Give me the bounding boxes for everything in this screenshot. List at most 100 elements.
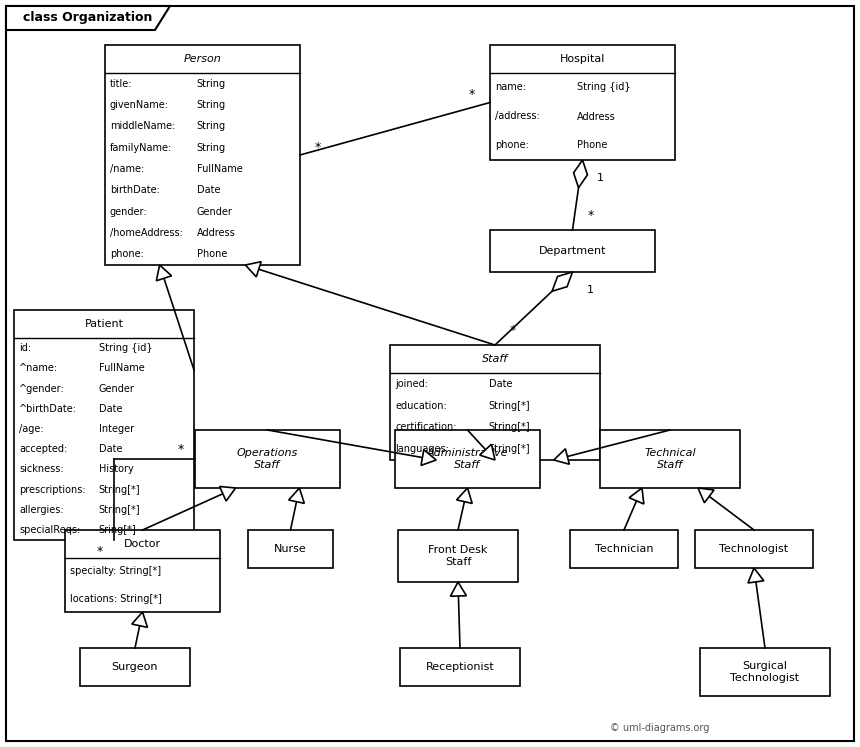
Text: ^name:: ^name: xyxy=(19,363,58,374)
Text: Staff: Staff xyxy=(482,354,508,364)
Text: Address: Address xyxy=(197,228,236,238)
Text: joined:: joined: xyxy=(395,379,428,389)
Text: String[*]: String[*] xyxy=(488,422,531,433)
Bar xyxy=(80,648,190,686)
Text: Surgeon: Surgeon xyxy=(112,662,158,672)
Text: Surgical
Technologist: Surgical Technologist xyxy=(730,661,800,684)
Text: Gender: Gender xyxy=(197,207,232,217)
Polygon shape xyxy=(289,488,304,503)
Text: ^gender:: ^gender: xyxy=(19,383,64,394)
Polygon shape xyxy=(480,444,495,460)
Polygon shape xyxy=(132,612,147,627)
Text: languages:: languages: xyxy=(395,444,449,454)
Bar xyxy=(14,310,194,540)
Text: *: * xyxy=(469,88,475,101)
Polygon shape xyxy=(421,450,436,465)
Text: Date: Date xyxy=(488,379,513,389)
Text: Integer: Integer xyxy=(99,424,133,434)
Text: Administrative
Staff: Administrative Staff xyxy=(427,447,508,470)
Polygon shape xyxy=(552,272,573,291)
Polygon shape xyxy=(6,6,170,30)
Text: 1: 1 xyxy=(587,285,594,295)
Text: FullName: FullName xyxy=(197,164,243,174)
Text: /homeAddress:: /homeAddress: xyxy=(110,228,183,238)
Text: Technologist: Technologist xyxy=(720,544,789,554)
Polygon shape xyxy=(574,160,587,187)
Text: ^birthDate:: ^birthDate: xyxy=(19,403,77,414)
Text: String: String xyxy=(197,100,226,110)
Text: title:: title: xyxy=(110,78,132,89)
Text: *: * xyxy=(510,324,516,338)
Text: Person: Person xyxy=(184,54,221,64)
Text: String: String xyxy=(197,78,226,89)
Bar xyxy=(490,230,655,272)
Text: Address: Address xyxy=(577,111,616,122)
Text: middleName:: middleName: xyxy=(110,121,175,131)
Bar xyxy=(490,45,675,160)
Text: *: * xyxy=(97,545,103,559)
Text: certification:: certification: xyxy=(395,422,457,433)
Text: class Organization: class Organization xyxy=(23,11,153,25)
Text: History: History xyxy=(99,465,133,474)
Bar xyxy=(390,345,600,460)
Text: Front Desk
Staff: Front Desk Staff xyxy=(428,545,488,567)
Text: String {id}: String {id} xyxy=(99,343,152,353)
Bar xyxy=(395,430,540,488)
Text: String[*]: String[*] xyxy=(99,485,140,495)
Text: Operations
Staff: Operations Staff xyxy=(237,447,298,470)
Text: specialty: String[*]: specialty: String[*] xyxy=(70,566,161,577)
Text: Sring[*]: Sring[*] xyxy=(99,525,137,535)
Text: Gender: Gender xyxy=(99,383,134,394)
Text: accepted:: accepted: xyxy=(19,444,67,454)
Bar xyxy=(600,430,740,488)
Text: Technician: Technician xyxy=(595,544,654,554)
Text: 1: 1 xyxy=(597,173,604,183)
Text: givenName:: givenName: xyxy=(110,100,169,110)
Text: allergies:: allergies: xyxy=(19,505,64,515)
Text: Date: Date xyxy=(197,185,220,195)
Bar xyxy=(400,648,520,686)
Text: String {id}: String {id} xyxy=(577,82,630,93)
Bar xyxy=(695,530,813,568)
Text: String: String xyxy=(197,143,226,152)
Text: familyName:: familyName: xyxy=(110,143,172,152)
Text: id:: id: xyxy=(19,343,31,353)
Polygon shape xyxy=(457,488,472,503)
Text: sickness:: sickness: xyxy=(19,465,64,474)
Text: Date: Date xyxy=(99,403,122,414)
Polygon shape xyxy=(451,582,466,596)
Bar xyxy=(398,530,518,582)
Text: *: * xyxy=(178,442,184,456)
Text: *: * xyxy=(315,140,321,153)
Text: /name:: /name: xyxy=(110,164,144,174)
Text: Patient: Patient xyxy=(84,319,124,329)
Text: Date: Date xyxy=(99,444,122,454)
Text: Technical
Staff: Technical Staff xyxy=(644,447,696,470)
Text: String[*]: String[*] xyxy=(488,444,531,454)
Bar xyxy=(105,45,300,265)
Text: phone:: phone: xyxy=(110,249,144,259)
Text: String[*]: String[*] xyxy=(488,400,531,411)
Text: locations: String[*]: locations: String[*] xyxy=(70,594,162,604)
Polygon shape xyxy=(698,488,714,503)
Polygon shape xyxy=(245,261,261,277)
Text: © uml-diagrams.org: © uml-diagrams.org xyxy=(611,723,710,733)
Text: Phone: Phone xyxy=(577,140,607,150)
Text: phone:: phone: xyxy=(495,140,529,150)
Bar xyxy=(570,530,678,568)
Text: *: * xyxy=(587,209,593,223)
Polygon shape xyxy=(157,265,171,281)
Text: Hospital: Hospital xyxy=(560,54,605,64)
Text: Department: Department xyxy=(538,246,606,256)
Text: String: String xyxy=(197,121,226,131)
Text: name:: name: xyxy=(495,82,526,93)
Text: prescriptions:: prescriptions: xyxy=(19,485,86,495)
Text: Receptionist: Receptionist xyxy=(426,662,494,672)
Text: education:: education: xyxy=(395,400,446,411)
Text: FullName: FullName xyxy=(99,363,144,374)
Text: Nurse: Nurse xyxy=(274,544,307,554)
Text: specialReqs:: specialReqs: xyxy=(19,525,80,535)
Polygon shape xyxy=(219,486,236,501)
Bar xyxy=(700,648,830,696)
Text: Doctor: Doctor xyxy=(124,539,161,549)
